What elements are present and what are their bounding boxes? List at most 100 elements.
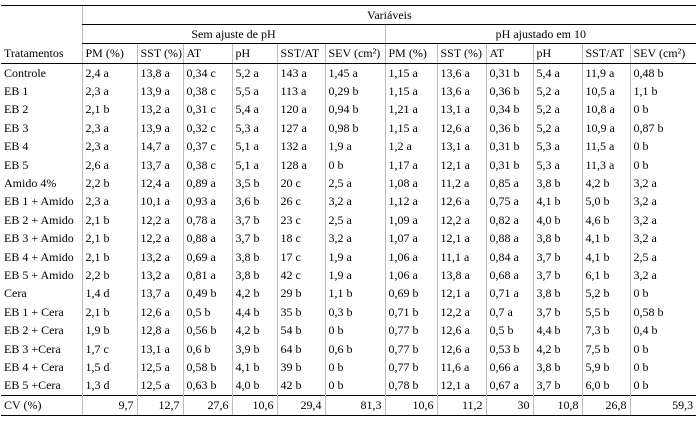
treatment-cell: EB 1 + Amido: [4, 194, 74, 209]
treatment-cell: EB 4 + Cera: [4, 359, 64, 374]
cv-cell: 10,6: [231, 395, 277, 417]
value-cell: 0,81 a: [182, 266, 232, 285]
value-cell: 12,6 a: [136, 303, 183, 322]
value-cell: 10,8 a: [581, 100, 630, 120]
cv-cell: 11,2: [436, 395, 486, 417]
value-cell: 1,9 a: [324, 266, 385, 285]
value-cell: 0,31 b: [485, 63, 533, 83]
treatment-cell: Controle: [4, 65, 46, 80]
value-cell: 13,2 a: [136, 247, 183, 267]
value-cell: 5,5 a: [231, 82, 277, 101]
column-header: AT: [182, 43, 232, 64]
value-cell: 4,2 b: [532, 339, 582, 359]
value-cell: 0,37 c: [182, 137, 232, 156]
value-cell: 3,8 b: [532, 284, 582, 304]
cv-cell: 26,8: [581, 395, 630, 417]
value-cell: 5,1 a: [231, 137, 277, 156]
value-cell: 0,69 a: [182, 247, 232, 267]
value-cell: 3,2 a: [629, 211, 697, 230]
value-cell: 1,06 a: [384, 247, 437, 267]
value-cell: 0,71 a: [485, 284, 533, 304]
value-cell: 6,1 b: [581, 266, 630, 285]
value-cell: 3,9 b: [231, 339, 277, 359]
value-cell: 10,1 a: [136, 192, 183, 212]
value-cell: 3,7 b: [231, 211, 277, 230]
value-cell: 0,88 a: [485, 229, 533, 248]
value-cell: 0,77 b: [384, 358, 437, 377]
value-cell: 12,6 a: [436, 119, 486, 138]
cv-label: CV (%): [1, 395, 82, 417]
data-row: Cera 1,4 d 13,7 a 0,49 b 4,2 b 29 b 1,1 b 0,69 …: [1, 284, 697, 304]
group-header: Sem ajuste de pH: [81, 24, 385, 44]
value-cell: 4,1 b: [581, 229, 630, 248]
value-cell: 6,0 b: [581, 376, 630, 396]
value-cell: 12,2 a: [136, 229, 183, 248]
column-header: pH: [231, 43, 277, 64]
value-cell: 2,3 a: [81, 192, 137, 212]
header-row: Sem ajuste de pH pH ajustado em 10: [1, 24, 697, 44]
value-cell: 0 b: [324, 155, 385, 175]
empty-cell: [1, 5, 82, 25]
value-cell: 3,5 b: [231, 174, 277, 193]
value-cell: 1,45 a: [324, 63, 385, 83]
data-row: EB 2 2,1 b 13,2 a 0,31 c 5,4 a 120 a 0,94 b 1,2…: [1, 100, 697, 120]
column-header: SEV (cm²): [324, 43, 385, 64]
value-cell: 12,2 a: [136, 211, 183, 230]
data-row: EB 4 + Amido 2,1 b 13,2 a 0,69 a 3,8 b 17 c 1,…: [1, 247, 697, 267]
value-cell: 64 b: [276, 339, 325, 359]
value-cell: 0,3 b: [324, 303, 385, 322]
value-cell: 5,4 a: [231, 100, 277, 120]
value-cell: 1,15 a: [384, 63, 437, 83]
value-cell: 0,85 a: [485, 174, 533, 193]
value-cell: 1,5 d: [81, 358, 137, 377]
value-cell: 3,6 b: [231, 192, 277, 212]
value-cell: 113 a: [276, 82, 325, 101]
value-cell: 2,5 a: [324, 211, 385, 230]
value-cell: 1,7 c: [81, 339, 137, 359]
value-cell: 17 c: [276, 247, 325, 267]
value-cell: 12,1 a: [436, 229, 486, 248]
value-cell: 10,9 a: [581, 119, 630, 138]
value-cell: 132 a: [276, 137, 325, 156]
data-row: EB 5 + Amido 2,2 b 13,2 a 0,81 a 3,8 b 42 c 1,…: [1, 266, 697, 285]
value-cell: 0,49 b: [182, 284, 232, 304]
value-cell: 12,1 a: [436, 155, 486, 175]
treatment-cell: EB 2 + Cera: [4, 323, 64, 338]
value-cell: 0,34 c: [182, 63, 232, 83]
value-cell: 5,5 b: [581, 303, 630, 322]
value-cell: 0,53 b: [485, 339, 533, 359]
value-cell: 0,67 a: [485, 376, 533, 396]
cv-cell: 12,7: [136, 395, 183, 417]
value-cell: 1,06 a: [384, 266, 437, 285]
value-cell: 4,2 b: [231, 321, 277, 340]
value-cell: 0,36 b: [485, 119, 533, 138]
value-cell: 4,0 b: [532, 211, 582, 230]
value-cell: 11,6 a: [436, 358, 486, 377]
value-cell: 12,8 a: [136, 321, 183, 340]
data-row: EB 3 +Cera 1,7 c 13,1 a 0,6 b 3,9 b 64 b 0,6 b…: [1, 339, 697, 359]
value-cell: 0,29 b: [324, 82, 385, 101]
header-row: Variáveis: [1, 5, 697, 25]
value-cell: 13,1 a: [436, 100, 486, 120]
value-cell: 2,5 a: [629, 247, 697, 267]
table-body: Variáveis Sem ajuste de pH pH ajustado e…: [1, 5, 697, 417]
value-cell: 0,78 b: [384, 376, 437, 396]
header-top: Variáveis: [81, 5, 697, 25]
value-cell: 11,5 a: [581, 137, 630, 156]
value-cell: 1,9 a: [324, 137, 385, 156]
value-cell: 1,07 a: [384, 229, 437, 248]
value-cell: 0 b: [629, 339, 697, 359]
value-cell: 42 b: [276, 376, 325, 396]
value-cell: 1,2 a: [384, 137, 437, 156]
value-cell: 0,56 b: [182, 321, 232, 340]
value-cell: 1,08 a: [384, 174, 437, 193]
value-cell: 5,3 a: [532, 155, 582, 175]
treatment-cell: EB 5 +Cera: [4, 378, 61, 393]
value-cell: 13,2 a: [136, 100, 183, 120]
value-cell: 7,5 b: [581, 339, 630, 359]
value-cell: 0 b: [324, 358, 385, 377]
data-row: EB 1 + Cera 2,1 b 12,6 a 0,5 b 4,4 b 35 b 0,3 …: [1, 303, 697, 322]
value-cell: 128 a: [276, 155, 325, 175]
value-cell: 0,7 a: [485, 303, 533, 322]
